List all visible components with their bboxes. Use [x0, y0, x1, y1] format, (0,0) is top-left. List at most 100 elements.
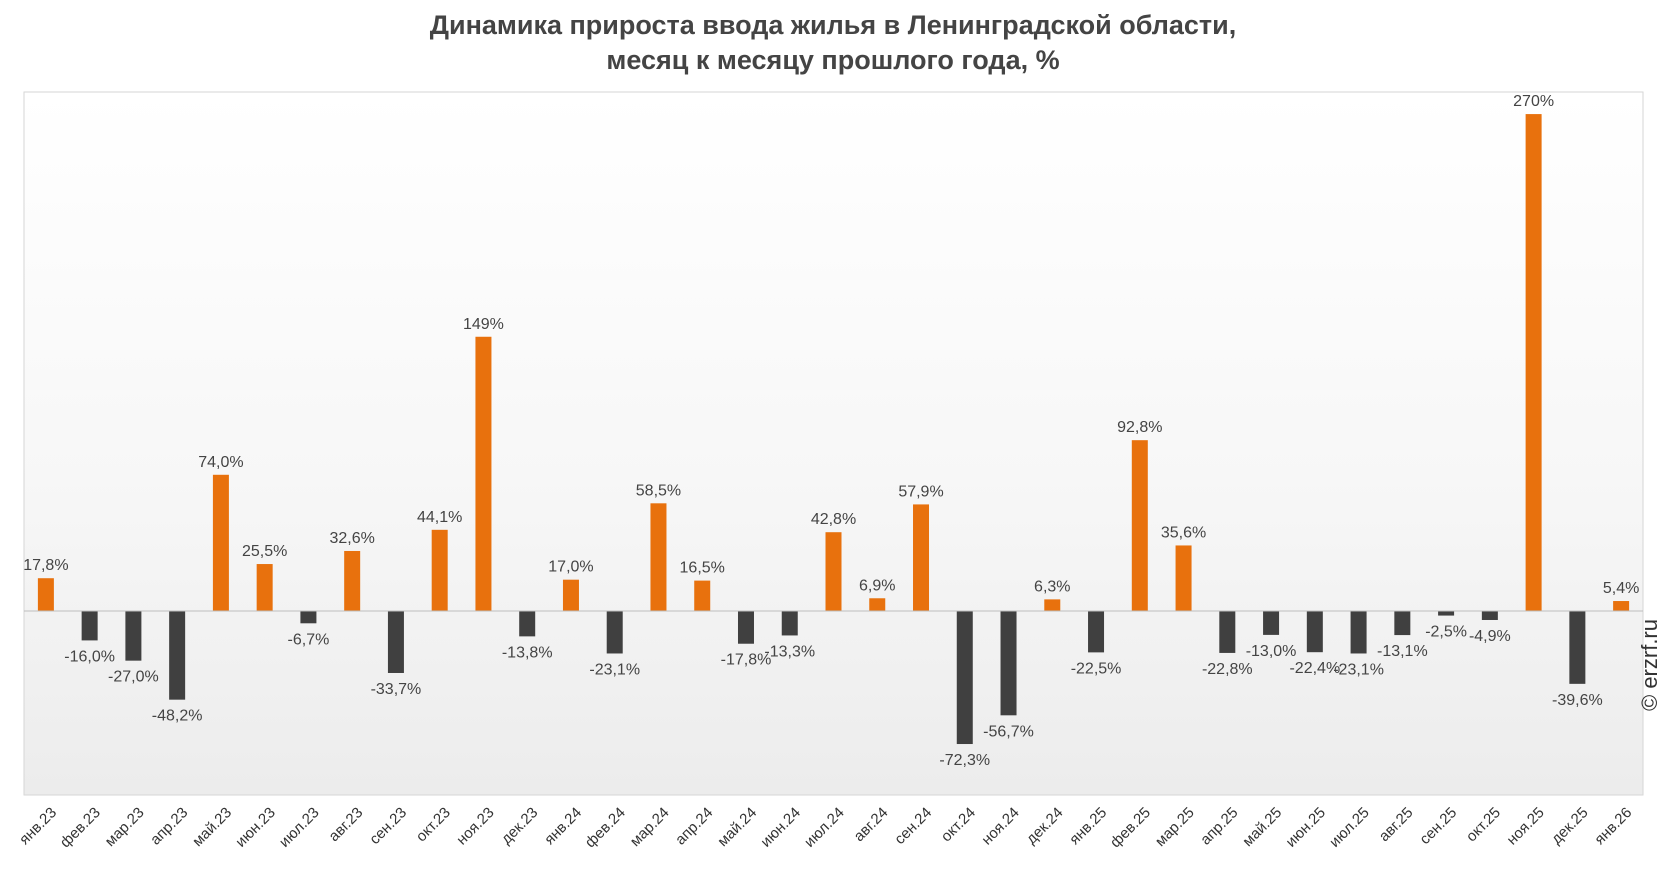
bar-авг.25 — [1394, 610, 1411, 636]
data-label-мар.23: -27,0% — [108, 669, 159, 686]
x-tick-label-дек.25: дек.25 — [1548, 804, 1591, 847]
bar-сен.24 — [913, 504, 930, 611]
bar-июн.24 — [781, 610, 798, 636]
bar-мар.23 — [125, 610, 142, 661]
data-label-июл.24: 42,8% — [811, 511, 856, 528]
x-tick-label-авг.23: авг.23 — [325, 804, 366, 845]
x-tick-label-июн.24: июн.24 — [757, 804, 804, 851]
data-label-янв.23: 17,8% — [23, 557, 68, 574]
bar-фев.25 — [1131, 440, 1148, 611]
data-label-май.23: 74,0% — [198, 454, 243, 471]
bar-окт.25 — [1481, 610, 1498, 620]
bar-апр.24 — [694, 580, 711, 611]
bar-янв.25 — [1088, 610, 1105, 653]
data-label-янв.26: 5,4% — [1603, 580, 1639, 597]
bar-май.24 — [737, 610, 754, 644]
bar-дек.25 — [1569, 610, 1586, 684]
x-tick-label-янв.25: янв.25 — [1066, 804, 1110, 848]
chart-title-line-1: Динамика прироста ввода жилья в Ленингра… — [429, 10, 1237, 40]
x-tick-label-янв.26: янв.26 — [1591, 804, 1635, 848]
chart-title-line-2: месяц к месяцу прошлого года, % — [606, 45, 1060, 75]
bar-ноя.24 — [1000, 610, 1017, 716]
bar-авг.24 — [869, 598, 886, 611]
data-label-апр.24: 16,5% — [680, 560, 725, 577]
chart-title: Динамика прироста ввода жилья в Ленингра… — [0, 8, 1666, 78]
x-tick-label-окт.24: окт.24 — [938, 804, 979, 845]
bar-ноя.23 — [475, 336, 492, 611]
data-label-дек.24: 6,3% — [1034, 578, 1070, 595]
x-tick-label-сен.24: сен.24 — [891, 804, 935, 848]
data-labels-group: 17,8% -16,0% -27,0% -48,2% 74,0% 25,5% -6,7% 32… — [23, 93, 1639, 769]
bar-июл.24 — [825, 532, 842, 611]
bar-мар.25 — [1175, 545, 1192, 611]
data-label-авг.25: -13,1% — [1377, 643, 1428, 660]
x-tick-label-апр.24: апр.24 — [672, 804, 716, 848]
bar-мар.24 — [650, 503, 667, 611]
bar-май.25 — [1263, 610, 1280, 635]
x-tick-label-июл.25: июл.25 — [1326, 804, 1373, 851]
bar-фев.24 — [606, 610, 623, 654]
data-label-мар.25: 35,6% — [1161, 524, 1206, 541]
data-label-июн.23: 25,5% — [242, 543, 287, 560]
bar-янв.26 — [1613, 601, 1630, 611]
x-tick-label-фев.23: фев.23 — [57, 804, 104, 851]
data-label-июл.25: -23,1% — [1333, 661, 1384, 678]
data-label-май.24: -17,8% — [721, 652, 772, 669]
bar-сен.23 — [387, 610, 404, 673]
bar-июл.23 — [300, 610, 317, 624]
data-label-апр.25: -22,8% — [1202, 661, 1253, 678]
bar-дек.24 — [1044, 599, 1061, 611]
x-tick-label-ноя.24: ноя.24 — [978, 804, 1022, 848]
x-tick-label-ноя.23: ноя.23 — [453, 804, 497, 848]
data-label-авг.24: 6,9% — [859, 577, 895, 594]
bar-июн.25 — [1306, 610, 1323, 653]
bar-янв.23 — [37, 578, 54, 611]
x-tick-label-авг.24: авг.24 — [851, 804, 892, 845]
bar-июл.25 — [1350, 610, 1367, 654]
data-label-фев.25: 92,8% — [1117, 419, 1162, 436]
bar-окт.23 — [431, 529, 448, 611]
x-tick-label-мар.25: мар.25 — [1152, 804, 1198, 850]
data-label-окт.23: 44,1% — [417, 509, 462, 526]
bar-дек.23 — [519, 610, 536, 637]
data-label-дек.23: -13,8% — [502, 644, 553, 661]
bar-апр.23 — [169, 610, 186, 700]
x-tick-label-май.25: май.25 — [1239, 804, 1285, 850]
bar-фев.23 — [81, 610, 98, 641]
x-tick-label-дек.23: дек.23 — [498, 804, 541, 847]
x-tick-label-мар.24: мар.24 — [627, 804, 673, 850]
bar-июн.23 — [256, 564, 273, 611]
data-label-фев.24: -23,1% — [589, 661, 640, 678]
data-label-ноя.24: -56,7% — [983, 723, 1034, 740]
x-tick-label-июн.25: июн.25 — [1283, 804, 1330, 851]
watermark: © erzrf.ru — [1637, 619, 1662, 711]
data-label-авг.23: 32,6% — [329, 530, 374, 547]
x-tick-label-окт.25: окт.25 — [1463, 804, 1504, 845]
data-label-май.25: -13,0% — [1246, 643, 1297, 660]
bar-окт.24 — [956, 610, 973, 745]
data-label-ноя.23: 149% — [463, 316, 504, 333]
x-tick-label-авг.25: авг.25 — [1376, 804, 1417, 845]
data-label-дек.25: -39,6% — [1552, 692, 1603, 709]
bar-сен.25 — [1438, 610, 1455, 616]
x-tick-label-апр.25: апр.25 — [1197, 804, 1241, 848]
data-label-июл.23: -6,7% — [288, 631, 330, 648]
bar-янв.24 — [562, 579, 579, 611]
bar-май.23 — [212, 474, 229, 611]
x-tick-label-окт.23: окт.23 — [413, 804, 454, 845]
x-tick-label-мар.23: мар.23 — [102, 804, 148, 850]
data-label-апр.23: -48,2% — [152, 708, 203, 725]
data-label-фев.23: -16,0% — [64, 648, 115, 665]
x-tick-label-янв.24: янв.24 — [541, 804, 585, 848]
bar-авг.23 — [344, 550, 361, 611]
plot-area — [23, 91, 1644, 796]
x-tick-label-янв.23: янв.23 — [16, 804, 60, 848]
data-label-мар.24: 58,5% — [636, 482, 681, 499]
data-label-янв.25: -22,5% — [1071, 660, 1122, 677]
x-tick-label-июл.24: июл.24 — [801, 804, 848, 851]
bar-ноя.25 — [1525, 114, 1542, 611]
data-label-ноя.25: 270% — [1513, 93, 1554, 110]
x-tick-label-фев.24: фев.24 — [582, 804, 629, 851]
